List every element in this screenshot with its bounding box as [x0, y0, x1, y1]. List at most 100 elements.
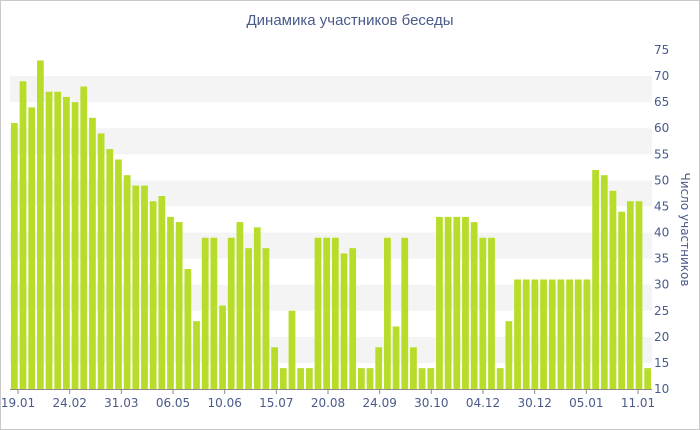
chart-title: Динамика участников беседы	[246, 12, 454, 29]
y-tick-label: 25	[654, 304, 669, 318]
bar	[123, 175, 131, 389]
bar	[357, 368, 365, 389]
y-tick-label: 50	[654, 173, 669, 187]
bar	[262, 248, 270, 389]
x-tick-label: 15.07	[259, 396, 293, 410]
x-tick-label: 10.06	[207, 396, 241, 410]
bar	[496, 368, 504, 389]
bar	[63, 96, 70, 389]
bar	[540, 279, 547, 389]
bar	[314, 237, 322, 389]
x-tick-label: 31.03	[104, 396, 138, 410]
bar	[331, 237, 339, 389]
bar	[89, 117, 96, 390]
bar	[375, 347, 383, 389]
y-axis-label: Число участников	[678, 173, 692, 287]
x-tick-label: 04.12	[466, 396, 500, 410]
bars-group	[10, 60, 652, 390]
x-tick-label: 06.05	[156, 396, 190, 410]
bar	[418, 368, 426, 389]
bar	[245, 248, 252, 389]
y-tick-label: 35	[654, 252, 669, 266]
x-tick-label: 30.12	[517, 396, 551, 410]
bar	[201, 237, 209, 389]
bar	[548, 279, 556, 389]
bar	[323, 237, 331, 389]
bar	[28, 107, 36, 390]
bar	[219, 305, 226, 389]
y-tick-label: 70	[654, 69, 669, 83]
bar	[305, 368, 313, 389]
y-tick-label: 15	[654, 356, 669, 370]
bar	[167, 216, 174, 389]
bar	[505, 321, 513, 389]
bar	[566, 279, 573, 389]
x-axis-ticks: 19.01 24.02 31.03 06.05 10.06 15.07 20.08 24.09…	[1, 389, 655, 410]
bar	[488, 237, 495, 389]
bar	[574, 279, 582, 389]
bar	[210, 237, 218, 389]
bar	[531, 279, 539, 389]
bar	[193, 321, 200, 389]
grid-band	[10, 232, 652, 259]
bar	[297, 368, 305, 389]
bar	[45, 91, 53, 389]
bar	[349, 248, 357, 389]
bar	[227, 237, 235, 389]
y-tick-label: 40	[654, 226, 669, 240]
x-tick-label: 11.01	[621, 396, 655, 410]
bar	[635, 201, 643, 389]
x-tick-label: 30.10	[414, 396, 448, 410]
bar	[158, 196, 166, 389]
y-tick-label: 65	[654, 95, 669, 109]
bar	[97, 133, 105, 389]
bar	[340, 253, 348, 389]
bar	[410, 347, 417, 389]
bar	[514, 279, 521, 389]
bar	[236, 222, 244, 389]
y-tick-label: 45	[654, 199, 669, 213]
bar	[600, 175, 608, 389]
grid-band	[10, 128, 652, 155]
bar	[626, 201, 634, 389]
grid-band	[10, 336, 652, 363]
y-axis-ticks: 10 15 20 25 30 35 40 45 50 55 60 65 70 75	[654, 43, 669, 396]
bar	[618, 211, 626, 389]
grid-band	[10, 76, 652, 103]
bar	[149, 201, 157, 389]
y-tick-label: 75	[654, 43, 669, 57]
bar	[141, 185, 148, 389]
bar	[583, 279, 591, 389]
bar	[279, 368, 287, 389]
grid-band	[10, 284, 652, 311]
x-tick-label: 24.09	[362, 396, 396, 410]
x-tick-label: 24.02	[52, 396, 86, 410]
bar	[444, 216, 452, 389]
bar	[80, 86, 88, 389]
bar	[392, 326, 400, 389]
bar	[115, 159, 122, 389]
bar	[427, 368, 435, 389]
bar	[10, 123, 18, 390]
bar	[288, 310, 296, 389]
bar	[54, 91, 62, 389]
bar	[132, 185, 140, 389]
bar	[253, 227, 261, 389]
y-tick-label: 30	[654, 278, 669, 292]
x-tick-label: 19.01	[1, 396, 35, 410]
bar	[366, 368, 374, 389]
bar	[453, 216, 461, 389]
bar	[19, 81, 27, 389]
bar	[401, 237, 409, 389]
y-tick-label: 60	[654, 121, 669, 135]
x-tick-label: 20.08	[311, 396, 345, 410]
y-tick-label: 55	[654, 147, 669, 161]
grid-band	[10, 180, 652, 207]
x-tick-label: 05.01	[569, 396, 603, 410]
bar	[436, 216, 443, 389]
bar	[184, 269, 192, 389]
bar	[592, 169, 599, 389]
bar	[71, 102, 79, 390]
bar	[644, 368, 652, 389]
